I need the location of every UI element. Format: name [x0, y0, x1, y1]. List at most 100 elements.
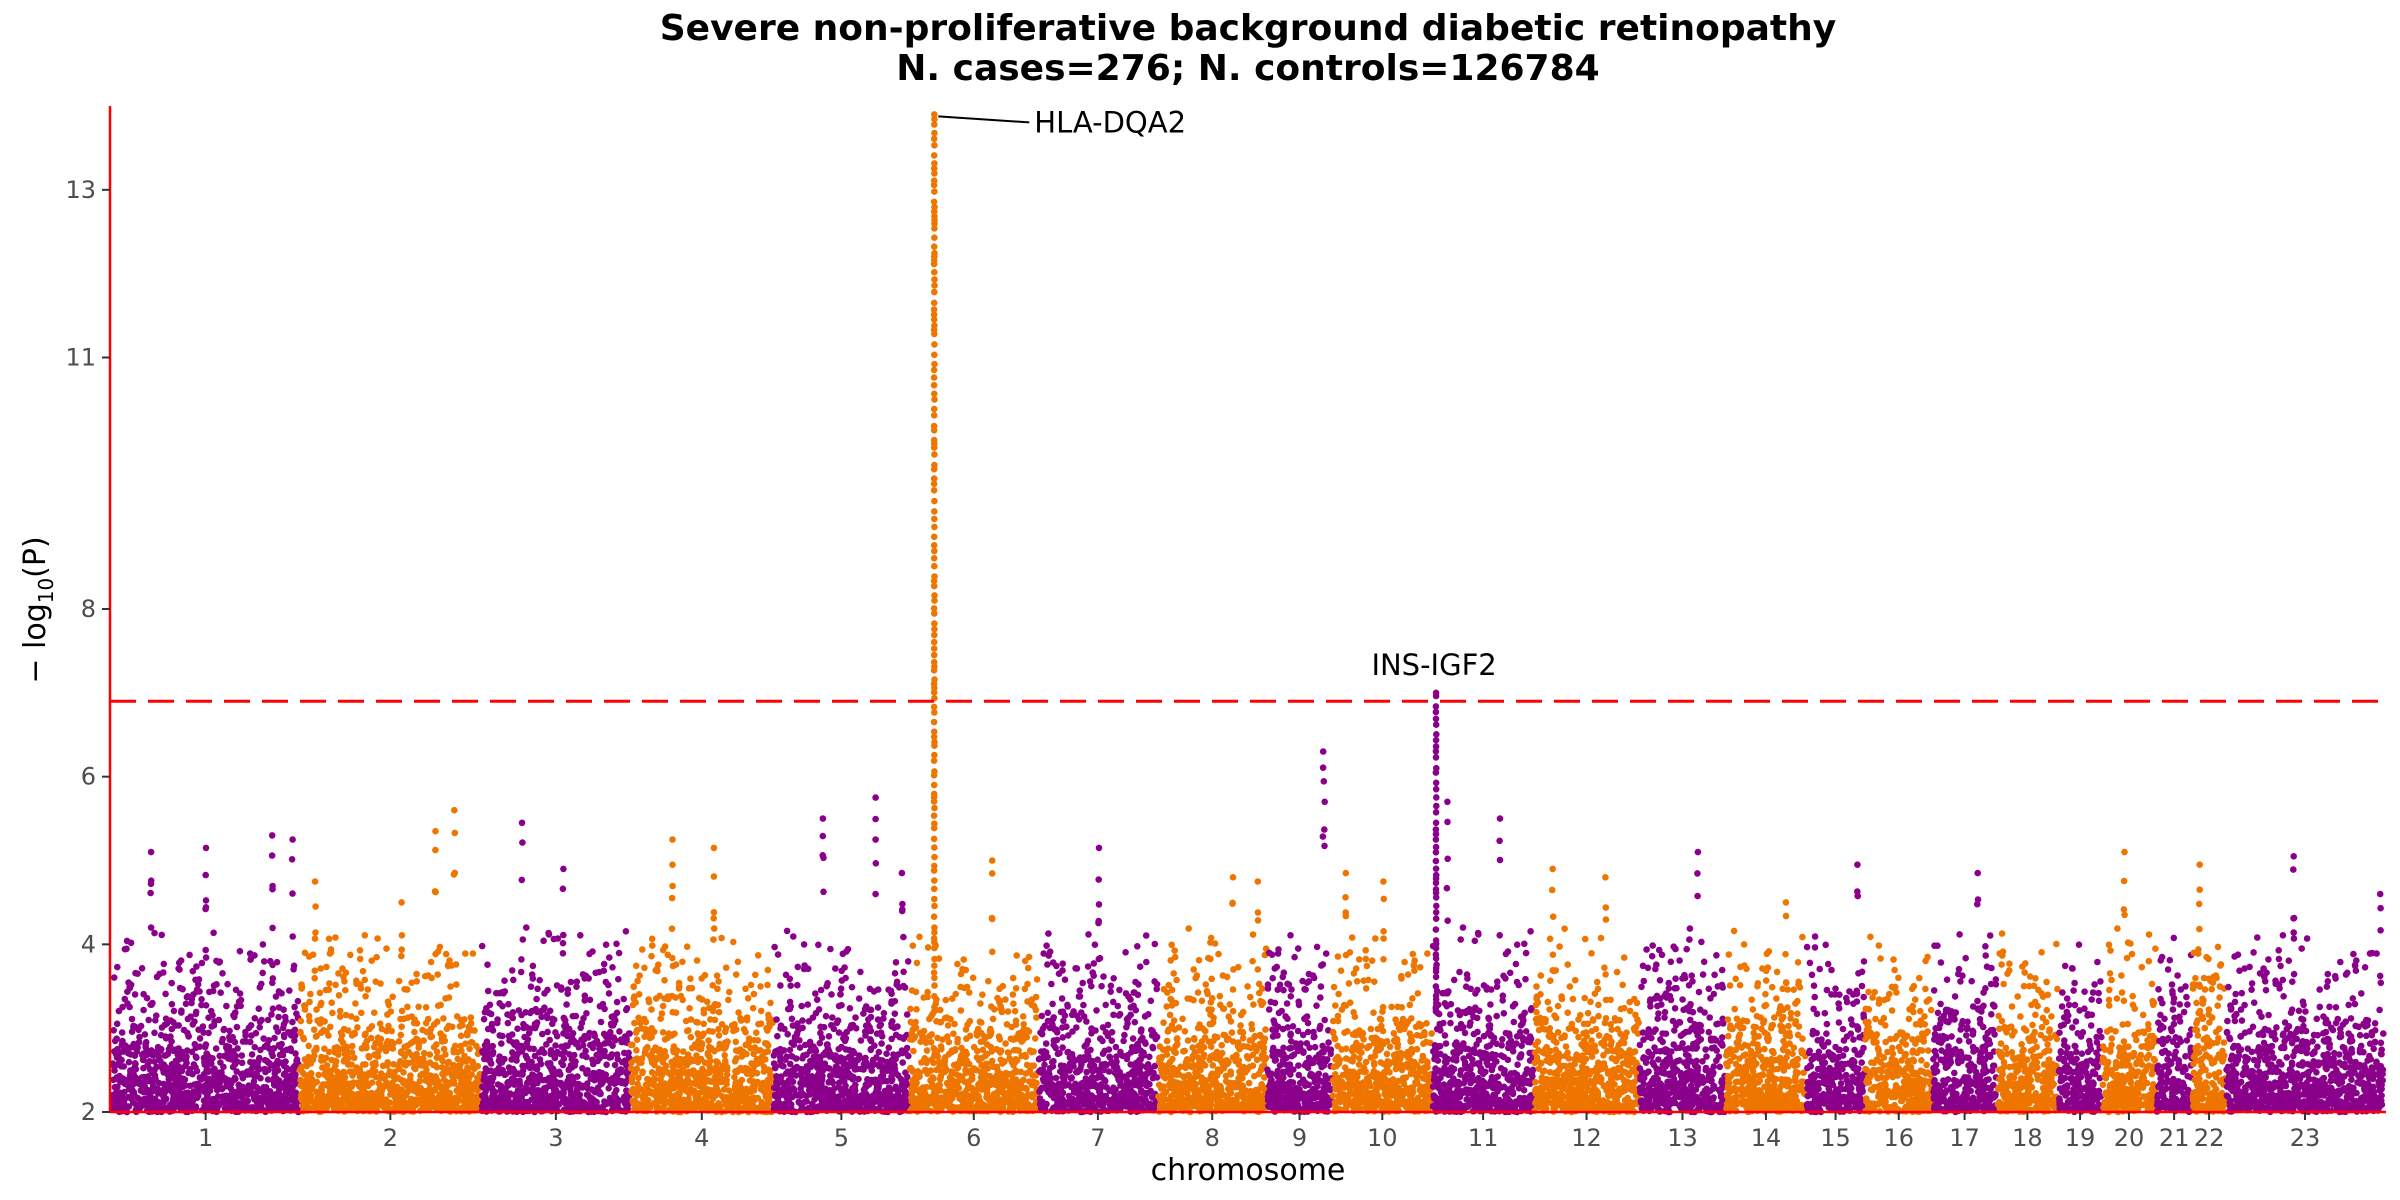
data-point: [649, 942, 656, 949]
data-point: [247, 1022, 255, 1029]
data-point: [278, 990, 285, 997]
data-point: [206, 1096, 213, 1103]
data-point: [1022, 1053, 1030, 1060]
data-point: [723, 1080, 730, 1088]
data-point: [685, 1027, 692, 1034]
data-point: [613, 1009, 621, 1017]
data-point: [952, 990, 959, 998]
data-point: [447, 983, 454, 990]
data-point: [467, 1039, 475, 1046]
data-point: [437, 1001, 445, 1009]
data-point: [391, 1090, 398, 1098]
data-point: [751, 1036, 758, 1044]
data-point: [694, 1019, 701, 1026]
data-point: [650, 1080, 657, 1088]
data-point: [517, 968, 525, 976]
data-point: [129, 1090, 137, 1098]
data-point: [130, 1071, 137, 1078]
data-point: [610, 1020, 618, 1027]
data-point: [255, 1057, 262, 1065]
data-point: [722, 1057, 729, 1065]
data-point: [909, 942, 917, 949]
data-point: [205, 1080, 213, 1088]
data-point: [462, 1040, 469, 1047]
data-point: [687, 1085, 695, 1093]
data-point: [865, 1016, 872, 1023]
data-point: [299, 1034, 307, 1041]
data-point: [231, 1105, 238, 1113]
data-point: [536, 1088, 544, 1096]
data-point: [186, 1082, 194, 1090]
data-point: [425, 1074, 432, 1082]
data-point: [325, 986, 333, 993]
data-point: [564, 990, 571, 997]
data-point: [936, 1076, 944, 1083]
data-point: [904, 958, 912, 965]
data-point: [162, 1015, 170, 1022]
data-point: [348, 1032, 356, 1039]
data-point: [413, 978, 421, 985]
data-point: [1003, 1077, 1010, 1085]
data-point: [963, 1050, 970, 1058]
data-point: [155, 1098, 162, 1106]
data-point: [815, 941, 822, 949]
data-point: [715, 1088, 722, 1096]
data-point: [582, 1047, 589, 1055]
data-point: [110, 974, 118, 981]
data-point: [854, 1065, 861, 1073]
data-point: [192, 1008, 200, 1016]
data-point: [943, 1014, 951, 1021]
data-point: [996, 997, 1004, 1005]
data-point: [212, 1095, 220, 1103]
data-point: [141, 1088, 148, 1096]
data-point: [401, 1043, 409, 1051]
data-point: [193, 1054, 200, 1061]
data-point: [421, 1061, 428, 1068]
data-point: [777, 1047, 784, 1055]
data-point: [300, 1071, 308, 1078]
data-point: [755, 1047, 762, 1054]
data-point: [115, 1054, 123, 1062]
data-point: [668, 992, 676, 1000]
data-point: [804, 1001, 812, 1008]
data-point: [445, 1058, 453, 1066]
data-point: [813, 1059, 820, 1067]
data-point: [416, 1077, 424, 1085]
data-point: [611, 1061, 619, 1069]
data-point: [763, 1079, 770, 1086]
data-point: [568, 1073, 575, 1080]
data-point: [158, 1024, 166, 1031]
data-point: [669, 1008, 676, 1016]
data-point: [873, 1030, 881, 1037]
data-point: [252, 1029, 260, 1037]
data-point: [329, 1009, 336, 1017]
data-point: [450, 1045, 458, 1053]
data-point: [701, 971, 709, 979]
data-point: [573, 1039, 581, 1047]
data-point: [700, 1006, 707, 1014]
data-point: [668, 1069, 675, 1076]
data-point: [376, 1091, 383, 1099]
data-point: [788, 1052, 795, 1060]
data-point: [937, 1018, 945, 1026]
data-point: [990, 1063, 997, 1070]
data-point: [403, 1100, 411, 1107]
data-point: [726, 988, 733, 996]
data-point: [938, 1045, 945, 1053]
data-point: [879, 1077, 887, 1085]
data-point: [194, 981, 202, 988]
data-point: [480, 1076, 488, 1084]
data-point: [125, 979, 132, 986]
data-point: [605, 990, 613, 997]
data-point: [415, 1040, 423, 1048]
data-point: [645, 996, 652, 1003]
data-point: [750, 1094, 757, 1101]
data-point: [612, 1071, 620, 1079]
data-point: [485, 1097, 493, 1105]
data-point: [924, 988, 931, 996]
data-point: [753, 1029, 760, 1036]
data-point: [623, 1005, 631, 1012]
data-point: [127, 939, 135, 947]
data-point: [389, 1040, 397, 1048]
data-point: [832, 965, 839, 972]
